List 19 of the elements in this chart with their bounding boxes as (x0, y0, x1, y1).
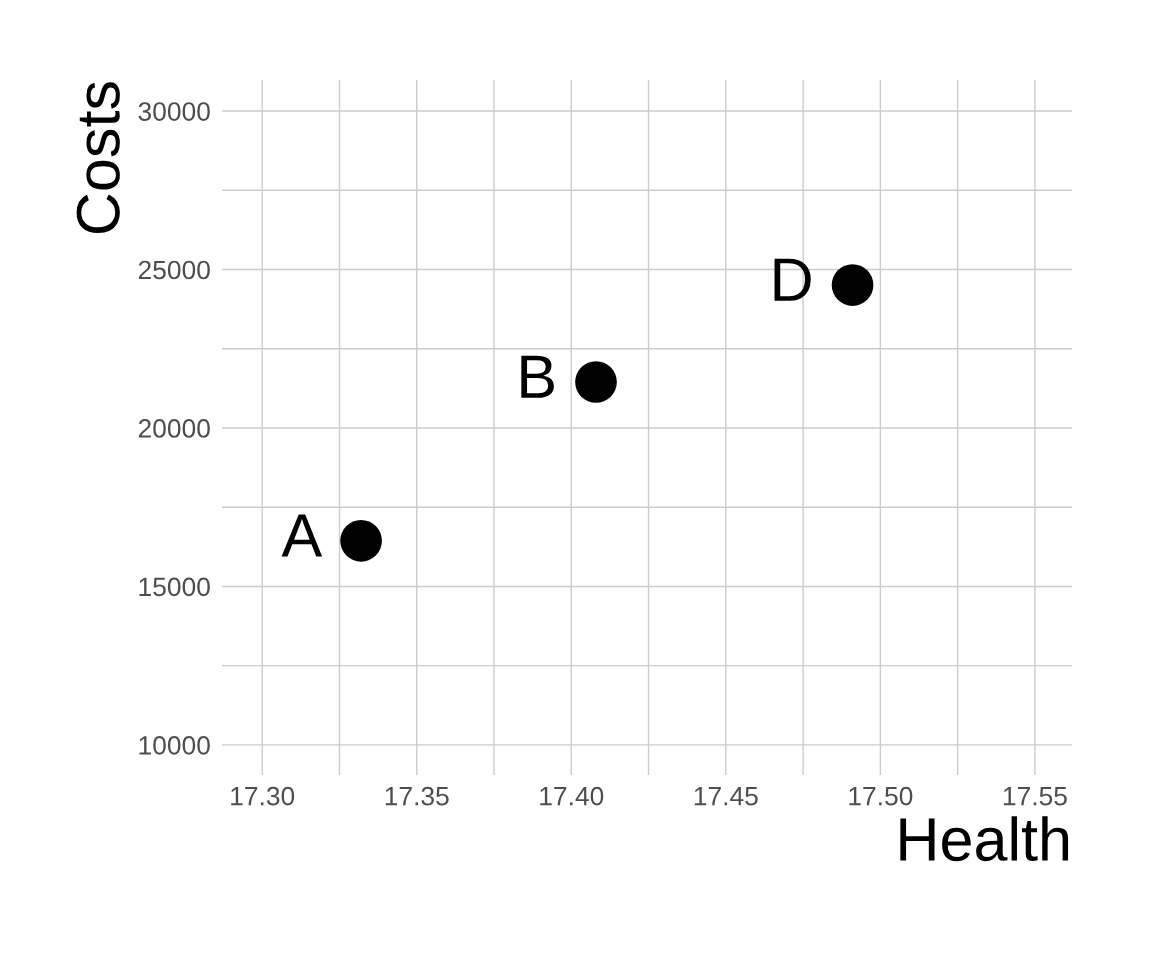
x-tick-label: 17.45 (694, 787, 758, 806)
x-tick-label: 17.40 (540, 786, 604, 806)
y-tick-label: 10000 (139, 736, 210, 755)
annotation: D (774, 258, 811, 301)
x-tick-label: 17.55 (1003, 787, 1067, 806)
x-tick-label: 17.50 (849, 786, 913, 806)
y-tick-label: 20000 (138, 419, 210, 438)
y-tick-label: 15000 (139, 577, 210, 597)
annotation: A (281, 514, 323, 557)
point (575, 361, 617, 403)
y-tick-label: 30000 (138, 102, 210, 121)
y-tick-label: 25000 (138, 260, 210, 280)
annotation: B (521, 355, 554, 398)
x-tick-label: 17.30 (231, 786, 295, 806)
x-axis-title: Health (900, 816, 1069, 862)
x-tick-label: 17.35 (385, 786, 449, 806)
point (831, 264, 874, 306)
point (340, 519, 382, 562)
y-axis-title: Costs (76, 82, 120, 234)
